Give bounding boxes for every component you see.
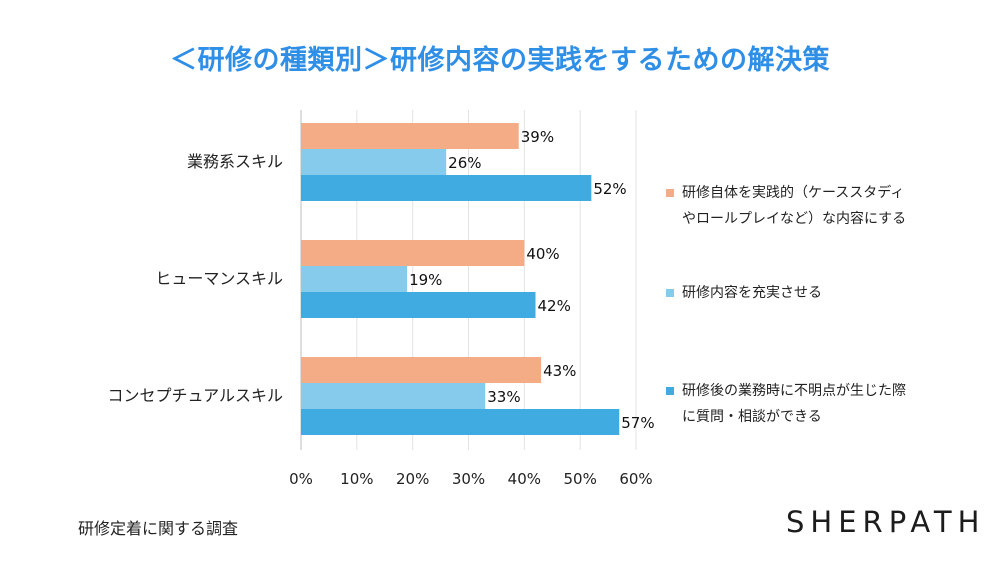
- category-label: 業務系スキル: [187, 152, 283, 171]
- bar-value-label: 26%: [448, 154, 481, 172]
- bar: [301, 409, 620, 435]
- legend-swatch-practical: [666, 189, 674, 197]
- legend-label-practical-line2: やロールプレイなど）な内容にする: [682, 211, 907, 227]
- bar: [301, 357, 542, 383]
- legend-swatch-followup: [666, 387, 674, 395]
- x-tick-labels: 0% 10% 20% 30% 40% 50% 60%: [289, 470, 653, 488]
- bar: [301, 149, 447, 175]
- x-tick-label: 60%: [619, 470, 652, 488]
- category-label: コンセプチュアルスキル: [107, 386, 283, 405]
- x-tick-label: 40%: [508, 470, 541, 488]
- legend-label-followup-line1: 研修後の業務時に不明点が生じた際: [682, 383, 906, 399]
- bar: [301, 123, 519, 149]
- x-tick-label: 0%: [289, 470, 313, 488]
- bar: [301, 175, 592, 201]
- x-tick-label: 10%: [340, 470, 373, 488]
- chart-title: ＜研修の種類別＞研修内容の実践をするための解決策: [170, 45, 830, 76]
- category-label: ヒューマンスキル: [155, 269, 283, 288]
- source-note: 研修定着に関する調査: [78, 519, 239, 538]
- bar: [301, 266, 408, 292]
- bar-value-label: 57%: [621, 414, 654, 432]
- brand-logo: SHERPATH: [786, 505, 986, 539]
- bar-value-label: 19%: [409, 271, 442, 289]
- bar: [301, 292, 536, 318]
- legend-label-enrich-line1: 研修内容を充実させる: [682, 285, 822, 301]
- bar: [301, 383, 486, 409]
- legend-label-followup-line2: に質問・相談ができる: [682, 409, 822, 425]
- bar-value-label: 40%: [526, 245, 559, 263]
- x-tick-label: 20%: [396, 470, 429, 488]
- legend-label-practical-line1: 研修自体を実践的（ケーススタディ: [682, 185, 905, 201]
- bars: 39% 26% 52% 40% 19% 42% 43% 33% 57%: [301, 123, 655, 435]
- bar: [301, 240, 525, 266]
- bar-value-label: 43%: [543, 362, 576, 380]
- x-tick-label: 50%: [563, 470, 596, 488]
- bar-value-label: 39%: [521, 128, 554, 146]
- x-tick-label: 30%: [452, 470, 485, 488]
- legend-swatch-enrich: [666, 289, 674, 297]
- bar-chart: 39% 26% 52% 40% 19% 42% 43% 33% 57% 業務系スキルヒューマンス…: [107, 110, 655, 488]
- bar-value-label: 52%: [593, 180, 626, 198]
- bar-value-label: 33%: [487, 388, 520, 406]
- bar-value-label: 42%: [538, 297, 571, 315]
